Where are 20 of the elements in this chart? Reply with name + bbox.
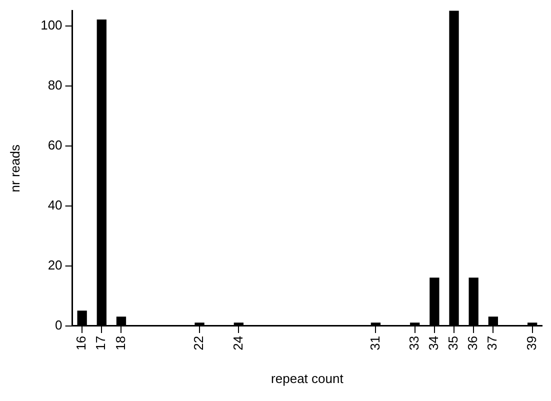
x-tick-label: 17	[93, 336, 108, 350]
x-tick-label: 34	[426, 336, 442, 350]
x-tick-label: 16	[74, 336, 89, 350]
x-tick-label: 24	[230, 336, 246, 350]
y-tick-label: 80	[48, 77, 62, 92]
x-tick-label: 22	[191, 336, 206, 350]
x-tick-label: 39	[524, 336, 539, 350]
x-axis-title: repeat count	[271, 370, 344, 386]
x-tick-label: 36	[465, 336, 480, 350]
y-tick-label: 20	[48, 257, 62, 272]
x-tick-label: 35	[446, 336, 461, 350]
x-tick-label: 33	[406, 336, 422, 350]
y-tick-label: 40	[48, 197, 62, 212]
y-tick-label: 0	[55, 318, 62, 333]
y-axis-title: nr reads	[7, 144, 22, 192]
x-tick-label: 18	[112, 336, 128, 350]
y-tick-label: 60	[48, 137, 62, 152]
y-tick-label: 100	[40, 17, 62, 32]
x-tick-label: 37	[484, 336, 500, 350]
x-tick-label: 31	[367, 336, 382, 350]
